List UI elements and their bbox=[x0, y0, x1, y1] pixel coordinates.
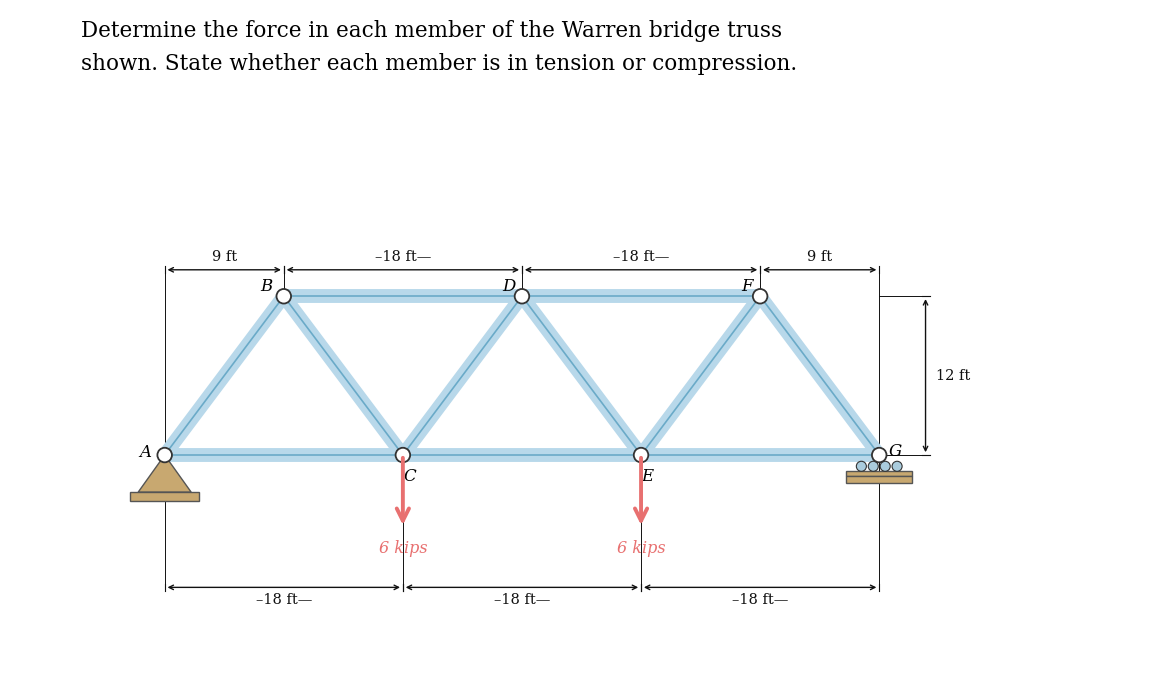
Text: 6 kips: 6 kips bbox=[378, 540, 427, 557]
Circle shape bbox=[395, 447, 411, 462]
Text: Determine the force in each member of the Warren bridge truss
shown. State wheth: Determine the force in each member of th… bbox=[81, 20, 798, 75]
Text: F: F bbox=[741, 279, 752, 296]
Circle shape bbox=[880, 461, 890, 471]
Text: –18 ft—: –18 ft— bbox=[613, 250, 669, 264]
Text: 9 ft: 9 ft bbox=[807, 250, 833, 264]
Text: 12 ft: 12 ft bbox=[936, 369, 970, 383]
Circle shape bbox=[872, 447, 886, 462]
Text: 9 ft: 9 ft bbox=[212, 250, 237, 264]
Text: –18 ft—: –18 ft— bbox=[494, 594, 550, 607]
Circle shape bbox=[752, 289, 768, 303]
Bar bbox=[847, 476, 912, 483]
Circle shape bbox=[157, 447, 172, 462]
Text: –18 ft—: –18 ft— bbox=[256, 594, 312, 607]
Text: –18 ft—: –18 ft— bbox=[732, 594, 789, 607]
Text: E: E bbox=[642, 468, 654, 485]
Circle shape bbox=[634, 447, 648, 462]
Text: –18 ft—: –18 ft— bbox=[374, 250, 431, 264]
Bar bbox=[130, 492, 199, 501]
Text: B: B bbox=[261, 279, 272, 296]
Circle shape bbox=[856, 461, 866, 471]
Polygon shape bbox=[138, 455, 191, 492]
Text: 6 kips: 6 kips bbox=[616, 540, 665, 557]
Circle shape bbox=[277, 289, 291, 303]
Bar bbox=[847, 471, 912, 476]
Text: G: G bbox=[889, 443, 901, 460]
Circle shape bbox=[869, 461, 878, 471]
Text: A: A bbox=[138, 444, 151, 461]
Text: C: C bbox=[404, 468, 416, 485]
Text: D: D bbox=[502, 279, 515, 296]
Circle shape bbox=[892, 461, 902, 471]
Circle shape bbox=[515, 289, 529, 303]
